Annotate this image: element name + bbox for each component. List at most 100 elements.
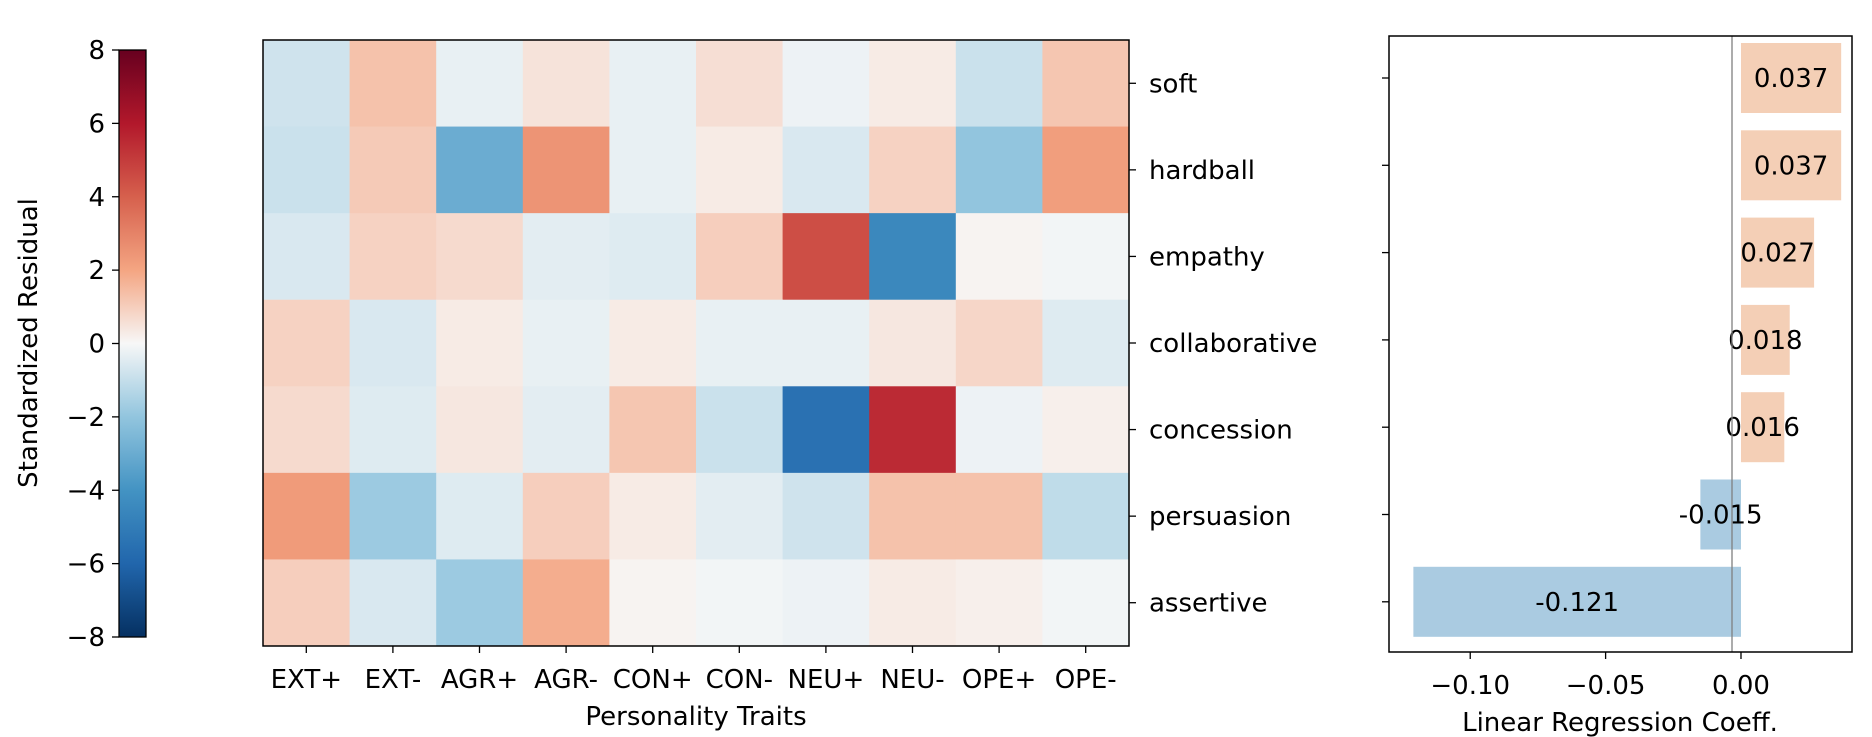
heatmap-cell: [955, 559, 1043, 647]
heatmap-cell: [436, 213, 524, 301]
y-tick-label: concession: [1149, 416, 1293, 446]
x-tick-label: CON+: [613, 665, 693, 695]
heatmap-cell: [696, 299, 784, 387]
heatmap-cell: [349, 386, 437, 474]
x-tick-label: NEU-: [880, 665, 944, 695]
x-tick-label: OPE+: [962, 665, 1036, 695]
y-tick-label: collaborative: [1149, 329, 1317, 359]
bar: [1413, 566, 1741, 637]
heatmap-cell: [1042, 40, 1130, 128]
bar: [1740, 130, 1842, 201]
heatmap-cell: [955, 299, 1043, 387]
heatmap-cell: [263, 126, 351, 214]
bar-x-tick-label: 0.00: [1712, 671, 1770, 701]
colorbar-tick-label: 2: [88, 256, 105, 286]
bar-x-tick-label: −0.05: [1566, 671, 1646, 701]
bar-x-tick-label: −0.10: [1430, 671, 1510, 701]
y-tick-label: persuasion: [1149, 502, 1291, 532]
heatmap-cell: [522, 299, 610, 387]
heatmap-cell: [782, 126, 870, 214]
bar-x-axis-label: Linear Regression Coeff.: [1462, 708, 1778, 737]
bar: [1740, 392, 1785, 463]
bar-value-label: 0.018: [1728, 326, 1802, 356]
heatmap-cell: [1042, 386, 1130, 474]
heatmap-cell: [522, 213, 610, 301]
bar: [1740, 43, 1842, 113]
heatmap-cell: [696, 213, 784, 301]
heatmap-cell: [436, 40, 524, 128]
bar-chart-frame: [1388, 35, 1853, 653]
heatmap-cell: [263, 213, 351, 301]
heatmap-cell: [696, 40, 784, 128]
heatmap-cell: [349, 126, 437, 214]
x-tick-label: EXT-: [365, 665, 422, 695]
bar: [1740, 217, 1815, 288]
heatmap-cell: [869, 40, 957, 128]
heatmap: EXT+ EXT- AGR+ AGR- CON+ CON- NEU+ NEU- OPE+ OPE-…: [262, 39, 1317, 732]
heatmap-cell: [609, 472, 697, 560]
heatmap-cell: [955, 386, 1043, 474]
heatmap-cell: [955, 472, 1043, 560]
y-tick-label: empathy: [1149, 242, 1265, 272]
colorbar-tick-label: 8: [88, 36, 105, 66]
y-tick-label: soft: [1149, 69, 1197, 99]
colorbar-label: Standardized Residual: [14, 198, 44, 488]
bar-value-label: 0.027: [1740, 239, 1814, 269]
heatmap-cell: [696, 386, 784, 474]
heatmap-cell: [869, 299, 957, 387]
bar-value-label: -0.015: [1679, 501, 1763, 531]
heatmap-cell: [1042, 213, 1130, 301]
heatmap-cell: [955, 213, 1043, 301]
heatmap-cell: [349, 213, 437, 301]
x-tick-label: EXT+: [271, 665, 342, 695]
colorbar: 8 6 4 2 0 −2 −4 −6 −8 Standardized Residual: [14, 36, 147, 653]
colorbar-tick-label: 0: [88, 330, 105, 360]
heatmap-cell: [609, 126, 697, 214]
x-tick-label: NEU+: [788, 665, 865, 695]
heatmap-cell: [869, 386, 957, 474]
colorbar-tick-label: −4: [67, 476, 105, 506]
heatmap-cell: [782, 472, 870, 560]
heatmap-cell: [782, 40, 870, 128]
x-tick-label: CON-: [706, 665, 773, 695]
heatmap-cell: [955, 40, 1043, 128]
heatmap-cell: [349, 472, 437, 560]
y-tick-label: hardball: [1149, 156, 1255, 186]
colorbar-tick-label: 4: [88, 183, 105, 213]
bar-value-label: 0.016: [1725, 413, 1799, 443]
y-tick-label: assertive: [1149, 589, 1268, 619]
bar: [1740, 304, 1790, 375]
heatmap-cell: [955, 126, 1043, 214]
colorbar-tick-label: −6: [67, 550, 105, 580]
colorbar-tick-label: 6: [88, 109, 105, 139]
heatmap-cell: [696, 126, 784, 214]
heatmap-x-axis-label: Personality Traits: [585, 702, 806, 732]
heatmap-cell: [782, 559, 870, 647]
heatmap-cell: [522, 386, 610, 474]
heatmap-cell: [869, 559, 957, 647]
x-tick-label: OPE-: [1055, 665, 1117, 695]
heatmap-cell: [522, 40, 610, 128]
heatmap-cell: [609, 386, 697, 474]
heatmap-cell: [263, 472, 351, 560]
heatmap-cell: [436, 386, 524, 474]
heatmap-cell: [436, 126, 524, 214]
heatmap-cell: [436, 559, 524, 647]
bar-chart: 0.037 0.037 0.027 0.018 0.016 -0.015 -0.121 −0…: [1382, 35, 1853, 737]
colorbar-gradient: [118, 49, 147, 638]
x-tick-label: AGR-: [534, 665, 598, 695]
heatmap-cell: [263, 40, 351, 128]
heatmap-cell: [263, 559, 351, 647]
heatmap-cell: [869, 126, 957, 214]
colorbar-tick-label: −2: [67, 403, 105, 433]
heatmap-cell: [696, 472, 784, 560]
bar: [1700, 479, 1741, 550]
heatmap-cell: [1042, 559, 1130, 647]
heatmap-cell: [782, 386, 870, 474]
heatmap-cell: [263, 386, 351, 474]
heatmap-cell: [782, 299, 870, 387]
heatmap-cell: [609, 299, 697, 387]
heatmap-cell: [349, 299, 437, 387]
heatmap-cell: [609, 213, 697, 301]
